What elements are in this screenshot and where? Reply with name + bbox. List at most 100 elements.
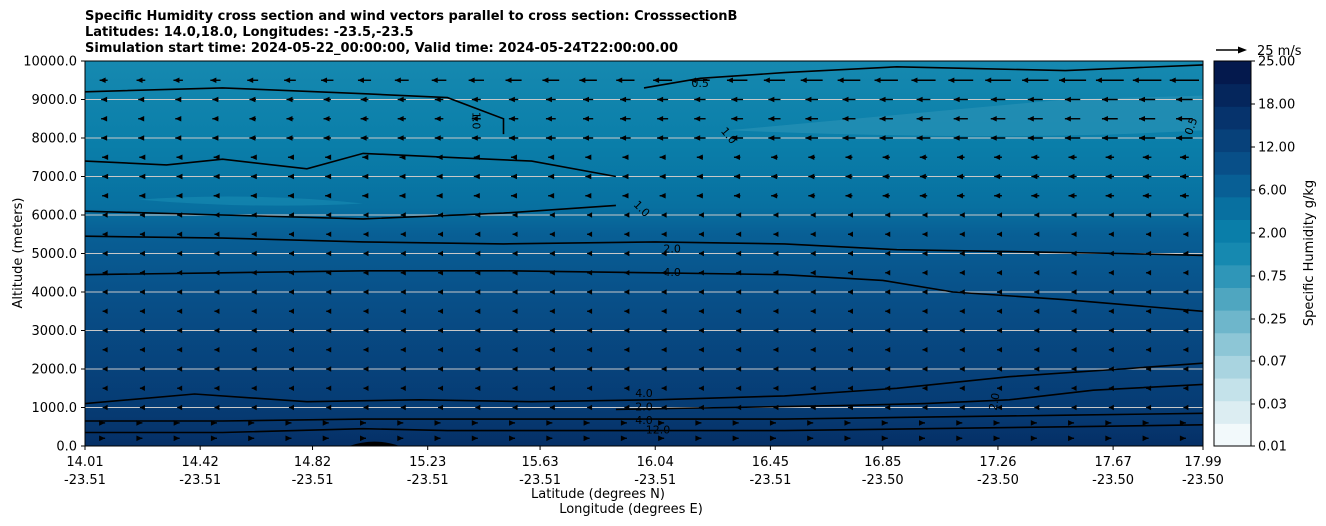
wind-vector	[587, 346, 593, 353]
wind-vector	[248, 420, 255, 426]
wind-vector-head	[438, 212, 444, 218]
wind-vector-head	[922, 250, 928, 257]
wind-vector	[959, 346, 965, 353]
wind-vector	[1183, 308, 1189, 315]
wind-vector	[661, 404, 667, 411]
wind-vector	[1183, 212, 1189, 218]
wind-vector	[321, 77, 334, 84]
wind-vector-head	[959, 346, 965, 353]
x-tick-label-lon: -23.50	[977, 473, 1019, 488]
x-tick-label-lon: -23.50	[1182, 473, 1224, 488]
wind-vector-head	[953, 135, 960, 141]
chart-title: Specific Humidity cross section and wind…	[85, 9, 737, 57]
wind-vector-head	[438, 231, 444, 238]
colorbar-segment	[1214, 174, 1251, 198]
x-tick-label-lat: 14.01	[66, 455, 103, 470]
wind-vector-head	[363, 327, 369, 334]
wind-vector	[549, 269, 555, 276]
wind-vector	[985, 77, 1011, 84]
wind-vector-head	[400, 289, 406, 295]
wind-vector	[438, 250, 444, 257]
wind-vector-head	[546, 420, 553, 426]
wind-vector	[624, 308, 630, 315]
wind-vector	[475, 231, 481, 238]
wind-vector	[397, 435, 404, 442]
y-axis-label: Altitude (meters)	[11, 198, 26, 309]
wind-vector	[508, 135, 519, 141]
wind-vector-head	[773, 346, 779, 353]
wind-vector	[922, 327, 928, 334]
wind-vector-head	[548, 192, 555, 199]
wind-vector-head	[546, 435, 553, 442]
wind-vector	[1142, 154, 1152, 161]
wind-vector-head	[512, 231, 518, 238]
wind-vector-head	[139, 192, 146, 199]
wind-vector	[1139, 115, 1156, 122]
wind-vector-head	[771, 192, 778, 199]
wind-vector-head	[885, 231, 891, 238]
wind-vector-head	[847, 404, 853, 411]
wind-vector-head	[286, 115, 293, 122]
wind-vector	[468, 77, 484, 84]
wind-vector	[473, 154, 480, 161]
wind-vector-head	[1034, 289, 1040, 295]
wind-vector-head	[512, 289, 518, 295]
wind-vector-head	[175, 115, 182, 122]
wind-vector	[624, 385, 630, 392]
wind-vector-head	[1031, 192, 1038, 199]
wind-vector	[173, 77, 183, 84]
wind-vector	[583, 435, 590, 442]
y-tick-label: 2000.0	[32, 363, 78, 378]
wind-vector	[845, 192, 853, 199]
wind-vector-head	[139, 250, 145, 257]
wind-vector-head	[363, 404, 369, 411]
wind-vector	[997, 385, 1003, 392]
wind-vector-head	[1034, 269, 1040, 276]
wind-vector	[177, 366, 183, 372]
wind-vector-head	[585, 192, 592, 199]
wind-vector	[548, 192, 555, 199]
wind-vector	[1030, 435, 1037, 442]
wind-vector-head	[805, 115, 812, 122]
wind-vector-head	[173, 435, 180, 442]
wind-vector	[99, 77, 108, 84]
wind-vector	[810, 366, 816, 372]
wind-vector-head	[326, 404, 332, 411]
wind-vector	[997, 269, 1003, 276]
wind-vector-head	[810, 308, 816, 315]
contour-layer: 0.51.01.01.00.52.04.04.02.04.012.02.0	[85, 61, 1203, 446]
wind-vector	[288, 269, 294, 276]
wind-vector-head	[1071, 231, 1077, 238]
wind-vector	[698, 231, 704, 238]
wind-vector	[210, 420, 217, 426]
wind-vector-head	[287, 173, 294, 180]
wind-vector	[959, 385, 965, 392]
wind-vector-head	[325, 154, 332, 161]
x-tick-label-lat: 15.23	[409, 455, 446, 470]
wind-vector	[248, 435, 255, 442]
wind-vector-head	[214, 327, 220, 334]
wind-vector	[285, 420, 292, 426]
wind-vector-head	[177, 212, 183, 218]
wind-vector	[1101, 135, 1118, 141]
wind-vector-head	[213, 154, 220, 161]
wind-vector-head	[177, 231, 183, 238]
wind-vector-head	[837, 77, 844, 84]
wind-vector	[548, 173, 555, 180]
wind-vector-head	[1108, 289, 1114, 295]
wind-vector	[763, 77, 786, 84]
wind-vector	[1068, 435, 1075, 442]
wind-vector	[214, 346, 220, 353]
wind-vector-head	[1105, 154, 1112, 161]
wind-vector-head	[1095, 77, 1102, 84]
wind-vector	[326, 212, 332, 218]
wind-vector-head	[587, 269, 593, 276]
wind-vector-head	[882, 192, 889, 199]
wind-vector	[102, 327, 108, 334]
contour-line	[85, 412, 1203, 422]
wind-vector-head	[549, 250, 555, 257]
wind-vector-head	[879, 115, 886, 122]
wind-vector-head	[994, 192, 1001, 199]
wind-vector	[879, 135, 893, 141]
wind-vector-head	[1071, 385, 1077, 392]
